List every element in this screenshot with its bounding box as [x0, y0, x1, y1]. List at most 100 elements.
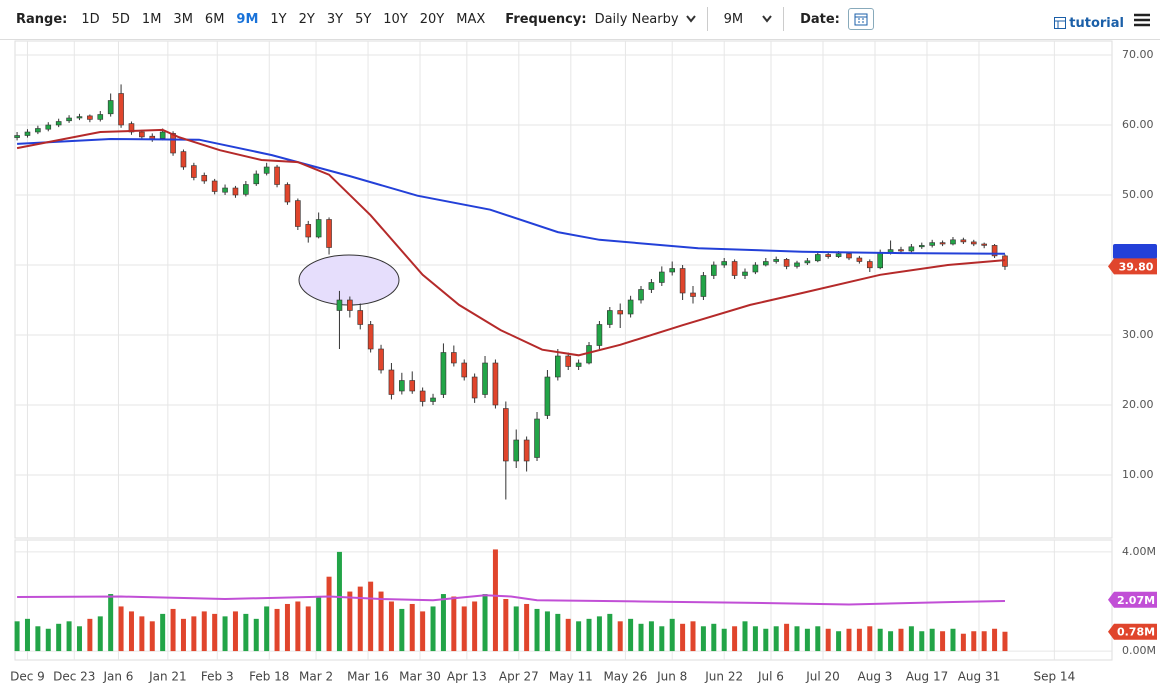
- x-tick-label: Jan 21: [148, 670, 187, 684]
- volume-bar: [690, 621, 696, 652]
- candle-body: [326, 219, 332, 248]
- candle-body: [783, 259, 790, 267]
- volume-bar: [232, 611, 238, 652]
- candle-body: [347, 299, 353, 311]
- volume-bar: [409, 603, 415, 652]
- candle-body: [929, 242, 935, 246]
- candle-body: [856, 257, 863, 262]
- candle-body: [939, 242, 946, 245]
- range-button[interactable]: 5D: [111, 11, 130, 27]
- x-tick-label: Jan 6: [102, 670, 133, 684]
- volume-bar: [960, 633, 966, 652]
- volume-bar: [45, 628, 51, 652]
- volume-bar: [908, 626, 914, 652]
- volume-bar: [586, 618, 592, 652]
- y-tick-label: 30.00: [1122, 328, 1154, 341]
- candle-body: [596, 324, 603, 346]
- range-button[interactable]: 3Y: [326, 11, 344, 27]
- volume-bar: [180, 618, 186, 652]
- menu-button[interactable]: [1134, 13, 1150, 27]
- candle-body: [950, 239, 956, 245]
- candle-body: [191, 165, 197, 178]
- volume-bar: [659, 626, 665, 652]
- range-button[interactable]: 9M: [236, 11, 259, 27]
- volume-bar: [264, 606, 270, 652]
- candle-body: [14, 135, 20, 138]
- value-badge: [1108, 258, 1157, 275]
- volume-bar: [867, 626, 873, 652]
- candle-body: [201, 175, 208, 182]
- candle-body: [243, 184, 249, 195]
- y-tick-label: 60.00: [1122, 118, 1154, 131]
- volume-bar: [981, 631, 987, 652]
- volume-bar: [378, 591, 384, 652]
- volume-average: [17, 594, 1005, 606]
- volume-bar: [700, 626, 706, 652]
- y-tick-label: 10.00: [1122, 468, 1154, 481]
- candle-body: [669, 268, 676, 273]
- candle-body: [222, 187, 228, 193]
- candle-body: [742, 271, 748, 276]
- volume-bar: [940, 631, 946, 652]
- range-button[interactable]: 6M: [204, 11, 225, 27]
- candle-body: [180, 151, 187, 168]
- volume-bar: [628, 618, 634, 652]
- candle-body: [607, 310, 613, 325]
- volume-bar: [711, 623, 717, 652]
- calendar-button[interactable]: [847, 8, 874, 30]
- x-tick-label: Mar 16: [347, 670, 389, 684]
- candle-body: [128, 123, 135, 133]
- candle-body: [877, 252, 883, 269]
- value-badge-label: 2.07M: [1117, 594, 1155, 607]
- candle-body: [159, 131, 166, 139]
- volume-bar: [316, 596, 322, 652]
- candle-body: [970, 241, 977, 245]
- candle-body: [492, 362, 499, 406]
- candle-body: [97, 114, 104, 120]
- volume-bar: [56, 623, 62, 652]
- candle-body: [461, 362, 468, 378]
- candle-body: [409, 380, 416, 392]
- frequency-label: Frequency:: [505, 11, 587, 27]
- candle-body: [357, 310, 364, 325]
- tutorial-link[interactable]: tutorial: [1054, 16, 1124, 31]
- range-button[interactable]: 20Y: [419, 11, 445, 27]
- volume-bar: [888, 631, 894, 652]
- volume-bar: [732, 626, 738, 652]
- x-tick-label: May 11: [549, 670, 593, 684]
- x-tick-label: Apr 13: [447, 670, 487, 684]
- volume-bar: [305, 606, 311, 652]
- x-tick-label: Sep 14: [1034, 670, 1076, 684]
- range-buttons: 1D 5D 1M 3M 6M 9M 1Y 2Y 3Y 5Y 10Y 20Y MAX: [75, 12, 491, 27]
- range-button[interactable]: MAX: [456, 11, 486, 27]
- volume-bar: [576, 621, 582, 652]
- range-button[interactable]: 3M: [173, 11, 193, 27]
- volume-bar: [160, 613, 166, 652]
- volume-bar: [877, 628, 883, 652]
- candle-body: [388, 369, 395, 395]
- volume-bar: [66, 621, 72, 652]
- moving-average: [17, 137, 1005, 255]
- range-button[interactable]: 1Y: [270, 11, 287, 27]
- range-button[interactable]: 1D: [81, 11, 100, 27]
- range-button[interactable]: 5Y: [355, 11, 372, 27]
- range-button[interactable]: 1M: [141, 11, 162, 27]
- x-tick-label: Dec 23: [53, 670, 95, 684]
- range-button[interactable]: 2Y: [298, 11, 315, 27]
- period-select[interactable]: 9M: [723, 11, 744, 27]
- volume-bar: [513, 606, 519, 652]
- separator: [706, 7, 708, 31]
- candle-body: [284, 184, 291, 203]
- candle-body: [139, 131, 145, 138]
- volume-bar: [326, 576, 332, 652]
- x-tick-label: Aug 17: [906, 670, 949, 684]
- candle-body: [523, 439, 530, 462]
- volume-bar: [503, 599, 509, 652]
- range-button[interactable]: 10Y: [383, 11, 408, 27]
- frequency-select[interactable]: Daily Nearby: [594, 11, 679, 27]
- candle-body: [149, 135, 156, 140]
- candle-body: [981, 243, 987, 246]
- volume-bar: [534, 608, 540, 652]
- candle-body: [503, 408, 509, 462]
